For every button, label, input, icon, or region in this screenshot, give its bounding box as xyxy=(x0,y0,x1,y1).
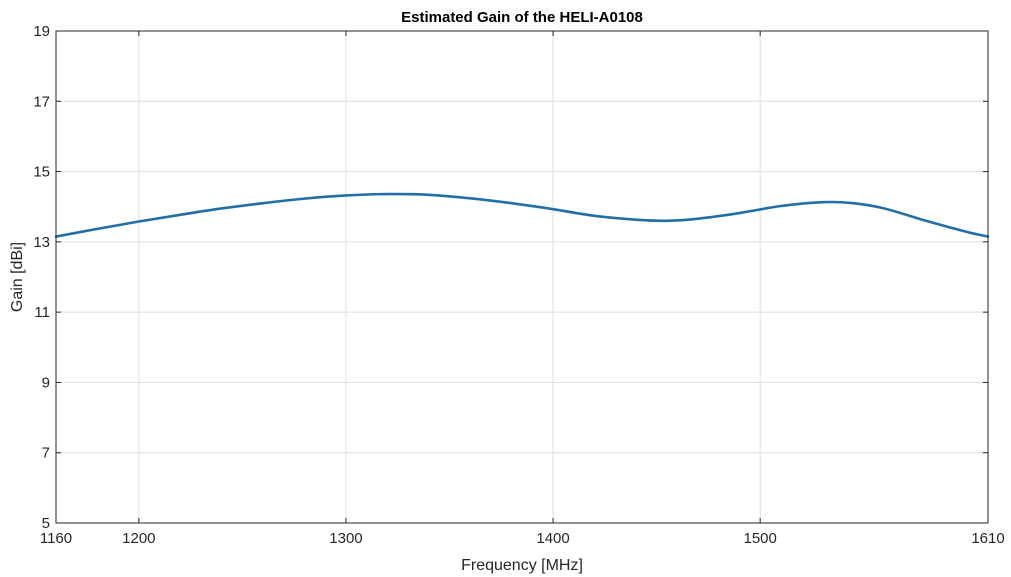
x-tick-label: 1500 xyxy=(743,530,776,547)
y-tick-label: 19 xyxy=(33,23,50,40)
y-tick-label: 15 xyxy=(33,164,50,181)
chart-title: Estimated Gain of the HELI-A0108 xyxy=(401,9,643,26)
y-tick-label: 11 xyxy=(34,304,50,321)
x-tick-label: 1400 xyxy=(536,530,569,547)
y-tick-label: 7 xyxy=(42,445,50,462)
x-tick-label: 1160 xyxy=(40,530,72,547)
y-tick-label: 9 xyxy=(42,374,50,391)
x-axis-label: Frequency [MHz] xyxy=(461,557,583,574)
plot-area-border xyxy=(55,30,989,524)
y-axis-label: Gain [dBi] xyxy=(9,242,26,312)
x-tick-label: 1200 xyxy=(122,530,155,547)
y-tick-label: 17 xyxy=(33,93,50,110)
y-tick-label: 5 xyxy=(42,515,50,532)
x-tick-label: 1610 xyxy=(971,530,1004,547)
gain-series-line xyxy=(54,192,990,238)
grid-lines xyxy=(55,30,989,524)
x-tick-label: 1300 xyxy=(329,530,362,547)
axis-ticks: 1160 1200 1300 1400 1500 1610 5 7 9 11 13 15 17 19 xyxy=(33,23,1004,547)
y-tick-label: 13 xyxy=(33,234,50,251)
